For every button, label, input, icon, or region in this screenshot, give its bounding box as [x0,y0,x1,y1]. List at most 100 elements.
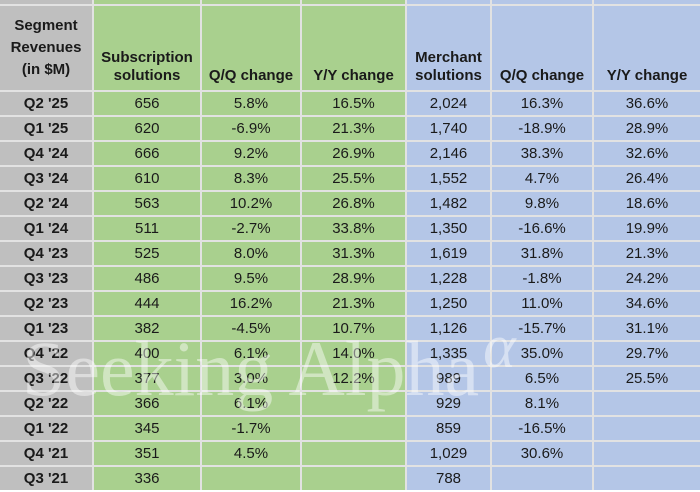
cell-merchant-revenue: 2,146 [407,142,490,165]
cell-subscription-qq: 5.8% [202,92,300,115]
cell-merchant-yy: 29.7% [594,342,700,365]
cell-merchant-qq: -16.5% [492,417,592,440]
cell-subscription-yy: 16.5% [302,92,405,115]
column-header-merchant-yy: Y/Y change [594,6,700,90]
cell-subscription-yy: 33.8% [302,217,405,240]
cell-merchant-qq: 38.3% [492,142,592,165]
row-label: Q2 '25 [0,92,92,115]
cell-merchant-yy [594,467,700,490]
cell-subscription-qq: 8.3% [202,167,300,190]
cell-merchant-revenue: 1,250 [407,292,490,315]
row-label: Q1 '25 [0,117,92,140]
partial-row-cell [594,0,700,4]
cell-subscription-revenue: 366 [94,392,200,415]
cell-subscription-qq: 10.2% [202,192,300,215]
cell-subscription-qq: 3.0% [202,367,300,390]
cell-merchant-revenue: 929 [407,392,490,415]
cell-subscription-revenue: 610 [94,167,200,190]
cell-subscription-qq: -2.7% [202,217,300,240]
cell-subscription-yy: 21.3% [302,292,405,315]
cell-merchant-yy: 18.6% [594,192,700,215]
cell-subscription-revenue: 382 [94,317,200,340]
cell-subscription-qq [202,467,300,490]
cell-merchant-revenue: 1,740 [407,117,490,140]
cell-merchant-revenue: 1,029 [407,442,490,465]
cell-merchant-yy: 31.1% [594,317,700,340]
cell-merchant-qq: 16.3% [492,92,592,115]
cell-merchant-revenue: 859 [407,417,490,440]
cell-subscription-yy [302,467,405,490]
cell-merchant-qq: 31.8% [492,242,592,265]
cell-subscription-yy [302,417,405,440]
partial-row-cell [202,0,300,4]
cell-merchant-yy: 28.9% [594,117,700,140]
cell-subscription-revenue: 400 [94,342,200,365]
cell-subscription-revenue: 336 [94,467,200,490]
cell-subscription-revenue: 444 [94,292,200,315]
partial-row-cell [94,0,200,4]
corner-header-cell: Segment Revenues (in $M) [0,6,92,90]
cell-subscription-qq: 16.2% [202,292,300,315]
cell-subscription-revenue: 345 [94,417,200,440]
partial-row-cell [407,0,490,4]
cell-merchant-revenue: 1,482 [407,192,490,215]
cell-subscription-revenue: 525 [94,242,200,265]
row-label: Q1 '24 [0,217,92,240]
row-label: Q4 '22 [0,342,92,365]
column-header-subscription-revenue: Subscription solutions [94,6,200,90]
cell-subscription-revenue: 656 [94,92,200,115]
cell-merchant-qq: -16.6% [492,217,592,240]
row-label: Q2 '22 [0,392,92,415]
cell-merchant-yy: 24.2% [594,267,700,290]
cell-subscription-yy: 25.5% [302,167,405,190]
cell-subscription-revenue: 377 [94,367,200,390]
cell-subscription-revenue: 620 [94,117,200,140]
row-label: Q4 '23 [0,242,92,265]
cell-subscription-yy: 12.2% [302,367,405,390]
cell-merchant-yy: 19.9% [594,217,700,240]
cell-merchant-revenue: 1,350 [407,217,490,240]
cell-merchant-qq: 4.7% [492,167,592,190]
row-label: Q1 '22 [0,417,92,440]
row-label: Q4 '21 [0,442,92,465]
cell-subscription-qq: -6.9% [202,117,300,140]
row-label: Q3 '23 [0,267,92,290]
cell-subscription-yy: 14.0% [302,342,405,365]
row-label: Q3 '24 [0,167,92,190]
cell-subscription-qq: 6.1% [202,392,300,415]
column-header-subscription-qq: Q/Q change [202,6,300,90]
cell-merchant-qq: 11.0% [492,292,592,315]
cell-merchant-revenue: 788 [407,467,490,490]
cell-subscription-yy: 31.3% [302,242,405,265]
cell-merchant-revenue: 1,619 [407,242,490,265]
cell-subscription-revenue: 511 [94,217,200,240]
cell-subscription-qq: 8.0% [202,242,300,265]
row-label: Q3 '22 [0,367,92,390]
cell-merchant-qq: 9.8% [492,192,592,215]
cell-subscription-revenue: 666 [94,142,200,165]
row-label: Q3 '21 [0,467,92,490]
cell-merchant-revenue: 1,126 [407,317,490,340]
cell-merchant-revenue: 1,552 [407,167,490,190]
cell-merchant-revenue: 1,228 [407,267,490,290]
cell-merchant-qq [492,467,592,490]
partial-row-cell [0,0,92,4]
row-label: Q4 '24 [0,142,92,165]
partial-row-cell [492,0,592,4]
cell-subscription-yy [302,442,405,465]
cell-merchant-yy: 25.5% [594,367,700,390]
cell-merchant-qq: 6.5% [492,367,592,390]
row-label: Q2 '24 [0,192,92,215]
cell-merchant-qq: 35.0% [492,342,592,365]
cell-merchant-yy [594,392,700,415]
column-header-merchant-revenue: Merchant solutions [407,6,490,90]
cell-merchant-qq: 8.1% [492,392,592,415]
cell-merchant-revenue: 2,024 [407,92,490,115]
cell-subscription-qq: 9.2% [202,142,300,165]
column-header-subscription-yy: Y/Y change [302,6,405,90]
cell-subscription-qq: -4.5% [202,317,300,340]
row-label: Q2 '23 [0,292,92,315]
partial-row-cell [302,0,405,4]
